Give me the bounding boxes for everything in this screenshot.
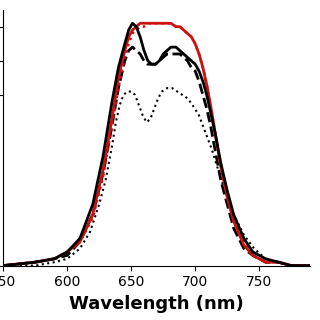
X-axis label: Wavelength (nm): Wavelength (nm) bbox=[69, 295, 244, 313]
